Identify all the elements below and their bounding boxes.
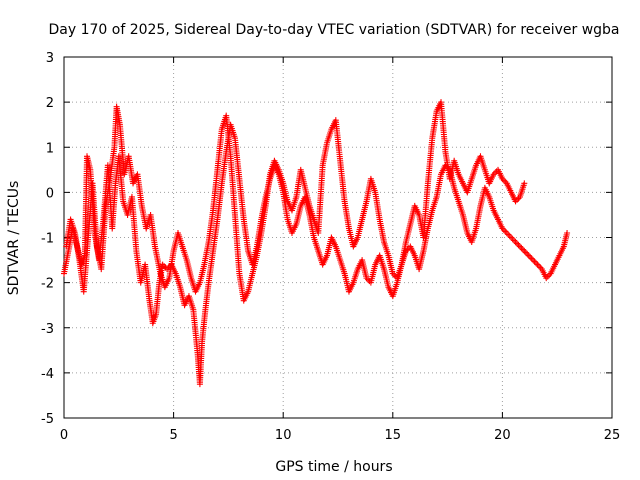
data-point xyxy=(527,254,534,261)
data-point xyxy=(505,231,512,238)
data-point xyxy=(564,229,571,236)
data-point xyxy=(506,232,513,239)
chart-title: Day 170 of 2025, Sidereal Day-to-day VTE… xyxy=(48,22,619,38)
tick-marks xyxy=(63,56,613,419)
data-point xyxy=(514,240,521,247)
grid xyxy=(64,57,612,418)
data-point xyxy=(511,237,518,244)
data-point xyxy=(522,249,529,256)
x-tick-label: 10 xyxy=(275,428,292,443)
x-tick-label: 25 xyxy=(604,428,621,443)
axes xyxy=(63,56,613,419)
y-tick-labels: 3 2 1 0 -1 -2 -3 -4 -5 xyxy=(41,51,54,427)
data-point xyxy=(502,228,509,235)
series-track-b xyxy=(63,99,528,304)
x-tick-label: 0 xyxy=(60,428,68,443)
y-tick-label: 2 xyxy=(46,96,54,111)
data-point xyxy=(516,243,523,250)
data-point xyxy=(535,263,542,270)
plot-frame xyxy=(63,56,613,419)
x-tick-label: 5 xyxy=(169,428,177,443)
y-tick-label: 0 xyxy=(46,186,54,201)
data-point xyxy=(534,261,541,268)
data-point xyxy=(531,258,538,265)
series-track-a xyxy=(61,121,571,388)
y-tick-label: -4 xyxy=(41,367,54,382)
x-tick-labels: 0 5 10 15 20 25 xyxy=(60,428,620,443)
data-point xyxy=(525,252,532,259)
x-axis-label: GPS time / hours xyxy=(275,459,392,475)
y-axis-label: SDTVAR / TECUs xyxy=(6,181,22,296)
data-point xyxy=(519,246,526,253)
data-point xyxy=(515,242,522,249)
data-point xyxy=(518,245,525,252)
data-point xyxy=(524,251,531,258)
x-tick-label: 20 xyxy=(494,428,511,443)
data-point xyxy=(533,260,540,267)
y-tick-label: -2 xyxy=(41,277,54,292)
y-tick-label: -3 xyxy=(41,322,54,337)
data-point xyxy=(521,248,528,255)
data-point xyxy=(512,239,519,246)
data-point xyxy=(528,255,535,262)
x-tick-label: 15 xyxy=(385,428,402,443)
y-tick-label: 3 xyxy=(46,51,54,66)
y-tick-label: -1 xyxy=(41,232,54,247)
data-point xyxy=(509,236,516,243)
y-tick-label: 1 xyxy=(46,141,54,156)
data-point xyxy=(530,257,537,264)
data-point xyxy=(521,180,528,187)
data-point xyxy=(508,234,515,241)
data-point xyxy=(503,229,510,236)
data-points xyxy=(61,99,571,388)
y-tick-label: -5 xyxy=(41,412,54,427)
